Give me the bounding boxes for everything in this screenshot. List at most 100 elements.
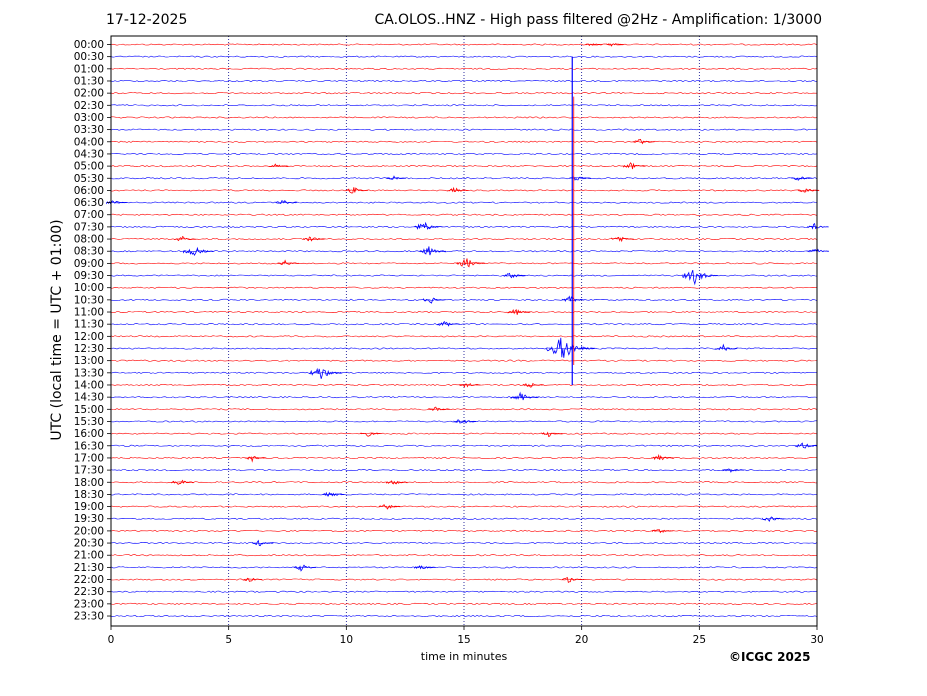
event-2130-50 — [293, 564, 317, 572]
trace-row-0700 — [110, 213, 818, 216]
y-tick-label: 13:30 — [74, 367, 104, 379]
event-0800-17 — [611, 236, 634, 243]
event-0500-3 — [623, 162, 646, 170]
trace-row-0830 — [110, 250, 818, 253]
trace-row-2030 — [110, 542, 818, 545]
trace-row-1630 — [110, 444, 818, 447]
event-1400-33 — [522, 382, 544, 388]
event-0730-13 — [414, 221, 443, 230]
y-tick-label: 17:30 — [74, 465, 104, 477]
event-0800-15 — [174, 235, 196, 242]
y-tick-label: 18:30 — [74, 489, 104, 501]
y-tick-label: 09:30 — [74, 270, 104, 282]
event-2030-49 — [251, 539, 274, 547]
y-tick-label: 08:30 — [74, 246, 104, 258]
event-0600-10 — [797, 188, 820, 193]
trace-row-0330 — [110, 128, 818, 131]
minute-grid — [228, 36, 700, 626]
event-0900-22 — [277, 259, 300, 265]
trace-row-0500 — [110, 165, 818, 168]
trace-row-1330 — [110, 371, 818, 374]
event-0830-19 — [419, 246, 446, 256]
event-1800-44 — [386, 480, 408, 485]
event-0900-21 — [456, 258, 486, 268]
trace-row-0730 — [110, 225, 818, 228]
x-tick-label: 30 — [810, 634, 823, 646]
event-1430-34 — [510, 391, 540, 401]
event-0000-1 — [606, 43, 624, 47]
y-tick-label: 07:00 — [74, 209, 104, 221]
trace-row-1000 — [110, 286, 818, 289]
x-tick-label: 15 — [457, 634, 470, 646]
y-tick-label: 08:00 — [74, 234, 104, 246]
y-tick-label: 21:30 — [74, 562, 104, 574]
event-1030-25 — [423, 297, 446, 304]
trace-row-1700 — [110, 456, 818, 459]
y-tick-label: 07:30 — [74, 221, 104, 233]
y-tick-label: 20:30 — [74, 538, 104, 550]
event-1630-39 — [794, 442, 818, 449]
event-1230-30 — [714, 343, 738, 351]
event-0530-7 — [790, 176, 813, 181]
event-2000-48 — [651, 529, 674, 534]
x-tick-label: 20 — [575, 634, 588, 646]
y-tick-label: 00:00 — [74, 39, 104, 51]
y-tick-label: 14:00 — [74, 379, 104, 391]
trace-row-2100 — [110, 554, 818, 557]
trace-row-0030 — [110, 55, 818, 58]
event-2200-52 — [561, 576, 585, 583]
event-1900-46 — [378, 504, 401, 510]
y-tick-label: 18:00 — [74, 477, 104, 489]
trace-rows — [110, 43, 818, 618]
event-2200-53 — [243, 577, 263, 582]
y-tick-label: 01:30 — [74, 75, 104, 87]
trace-row-1200 — [110, 335, 818, 338]
event-1700-40 — [244, 456, 267, 463]
event-1130-28 — [437, 321, 460, 327]
event-marks — [106, 43, 830, 583]
event-2130-51 — [414, 565, 436, 570]
y-tick-label: 15:00 — [74, 404, 104, 416]
y-tick-label: 10:30 — [74, 294, 104, 306]
trace-row-1100 — [110, 310, 818, 314]
y-tick-label: 02:30 — [74, 100, 104, 112]
event-1600-38 — [541, 431, 563, 438]
x-axis-ticks: 0 5 10 15 20 25 30 — [108, 626, 824, 646]
copyright: ©ICGC 2025 — [729, 650, 811, 664]
trace-row-1730 — [110, 469, 818, 472]
event-0000-0 — [584, 43, 603, 47]
event-1700-41 — [651, 453, 674, 461]
trace-row-2000 — [110, 529, 818, 532]
trace-row-1130 — [110, 323, 818, 326]
y-tick-label: 15:30 — [74, 416, 104, 428]
date-label: 17-12-2025 — [106, 12, 188, 28]
y-tick-label: 21:00 — [74, 550, 104, 562]
trace-row-0400 — [110, 140, 818, 143]
x-tick-label: 25 — [693, 634, 706, 646]
event-0530-5 — [386, 175, 406, 180]
trace-row-1600 — [110, 432, 818, 435]
event-0830-20 — [806, 248, 830, 253]
event-0800-16 — [303, 236, 326, 242]
event-1530-36 — [453, 419, 477, 424]
trace-row-2130 — [110, 566, 818, 569]
event-1730-42 — [722, 468, 744, 473]
y-tick-label: 05:30 — [74, 173, 104, 185]
y-tick-label: 11:00 — [74, 307, 104, 319]
trace-row-0130 — [110, 79, 818, 83]
y-tick-label: 19:30 — [74, 513, 104, 525]
y-tick-label: 22:00 — [74, 574, 104, 586]
y-tick-label: 09:00 — [74, 258, 104, 270]
event-1100-27 — [507, 308, 531, 315]
y-tick-label: 05:00 — [74, 161, 104, 173]
y-tick-label: 00:30 — [74, 51, 104, 63]
trace-row-2300 — [110, 602, 818, 605]
x-tick-label: 10 — [340, 634, 353, 646]
y-tick-label: 16:00 — [74, 428, 104, 440]
trace-row-1900 — [110, 505, 818, 508]
trace-row-1500 — [110, 408, 818, 411]
event-1600-37 — [360, 432, 382, 437]
event-0600-9 — [447, 186, 469, 193]
y-tick-label: 17:00 — [74, 452, 104, 464]
